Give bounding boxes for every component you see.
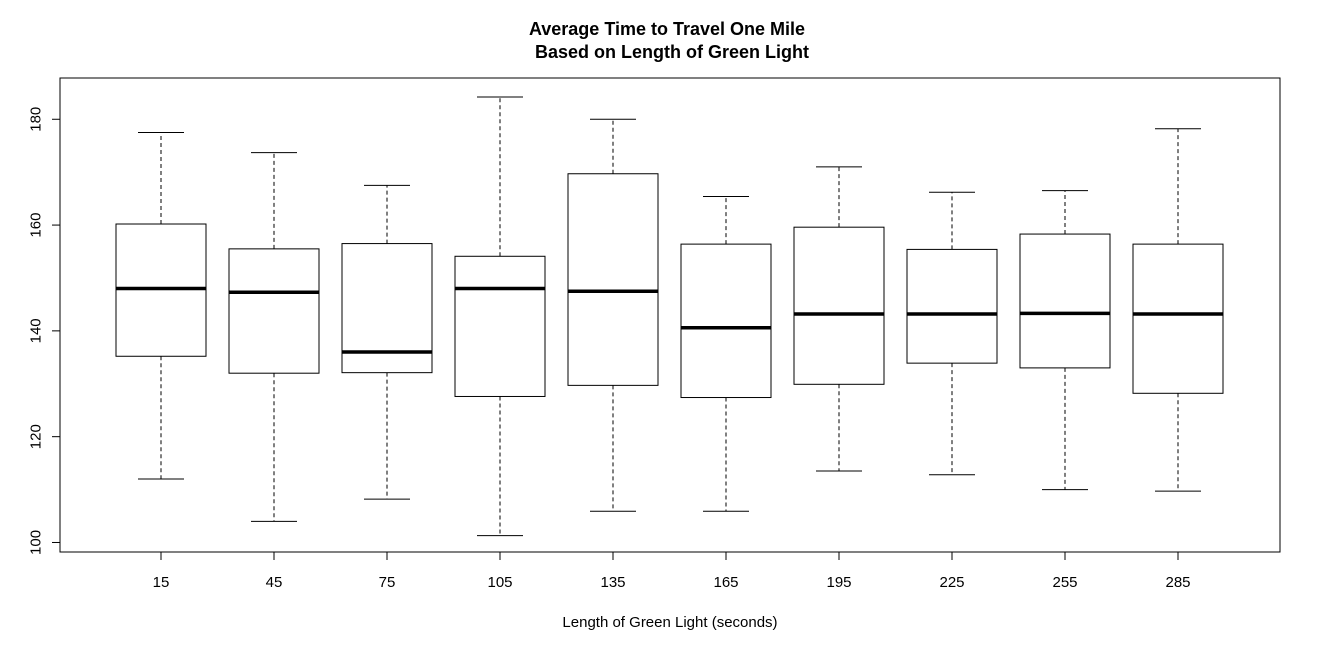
iqr-box (454, 255, 546, 397)
iqr-box (906, 248, 998, 364)
box-45 (228, 152, 320, 522)
y-tick-label: 120 (28, 424, 45, 449)
x-tick-label: 165 (713, 574, 738, 591)
box-105 (454, 96, 546, 537)
x-tick-label: 45 (266, 574, 283, 591)
box-165 (680, 196, 772, 512)
box-series (115, 96, 1224, 537)
box-225 (906, 191, 998, 476)
box-135 (567, 118, 659, 512)
box-285 (1132, 128, 1224, 492)
box-15 (115, 131, 207, 480)
x-tick-label: 135 (600, 574, 625, 591)
x-tick-label: 285 (1165, 574, 1190, 591)
iqr-box (1132, 243, 1224, 394)
box-195 (793, 166, 885, 472)
y-tick-label: 180 (28, 107, 45, 132)
y-tick-label: 100 (28, 530, 45, 555)
chart-title-line2: Based on Length of Green Light (535, 42, 809, 62)
iqr-box (680, 243, 772, 399)
x-tick-label: 75 (379, 574, 396, 591)
box-255 (1019, 190, 1111, 491)
iqr-box (228, 248, 320, 374)
x-axis: 15 45 75 105 135 165 195 225 255 285 (153, 551, 1191, 591)
x-tick-label: 225 (939, 574, 964, 591)
x-tick-label: 255 (1052, 574, 1077, 591)
chart-title-line1: Average Time to Travel One Mile (529, 19, 805, 39)
y-axis: 100 120 140 160 180 (28, 107, 61, 555)
iqr-box (567, 173, 659, 386)
x-axis-label: Length of Green Light (seconds) (562, 614, 777, 631)
y-tick-label: 160 (28, 213, 45, 238)
iqr-box (793, 226, 885, 385)
x-tick-label: 15 (153, 574, 170, 591)
x-tick-label: 105 (487, 574, 512, 591)
y-tick-label: 140 (28, 318, 45, 343)
iqr-box (1019, 233, 1111, 369)
x-tick-label: 195 (826, 574, 851, 591)
box-75 (341, 184, 433, 500)
